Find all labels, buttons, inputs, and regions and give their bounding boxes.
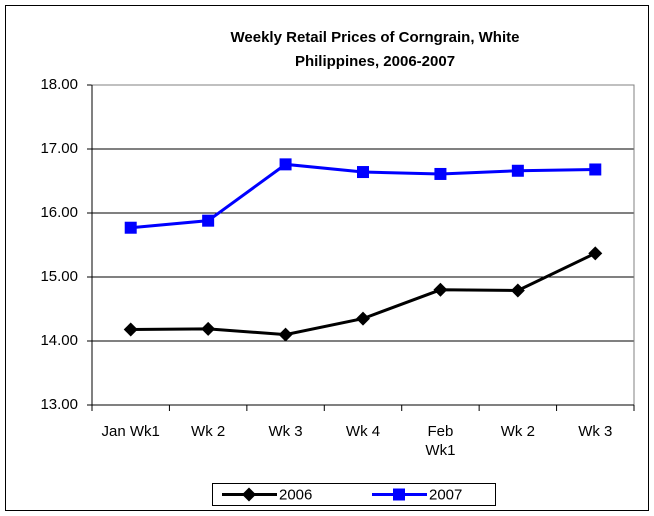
chart-subtitle: Philippines, 2006-2007	[295, 53, 455, 70]
chart-title: Weekly Retail Prices of Corngrain, White	[231, 29, 520, 46]
chart-border	[5, 5, 649, 511]
marker	[589, 163, 602, 176]
y-tick-label: 17.00	[40, 140, 78, 157]
x-tick-label: Wk 4	[346, 423, 380, 440]
marker	[123, 322, 138, 337]
marker	[278, 327, 293, 342]
y-tick-label: 15.00	[40, 268, 78, 285]
x-tick-label: Jan Wk1	[102, 423, 160, 440]
marker	[588, 246, 603, 261]
y-tick-label: 14.00	[40, 332, 78, 349]
marker	[510, 283, 525, 298]
legend-label: 2007	[429, 486, 462, 503]
marker	[433, 282, 448, 297]
legend-marker	[393, 488, 405, 501]
y-tick-label: 16.00	[40, 204, 78, 221]
marker	[357, 166, 369, 179]
marker	[511, 164, 524, 177]
marker	[434, 167, 447, 180]
x-tick-label: Feb Wk1	[425, 423, 455, 459]
x-tick-label: Wk 2	[191, 423, 225, 440]
y-tick-label: 13.00	[40, 396, 78, 413]
marker	[202, 214, 215, 227]
marker	[279, 158, 292, 171]
marker	[201, 321, 216, 336]
legend-label: 2006	[279, 486, 312, 503]
y-tick-label: 18.00	[40, 76, 78, 93]
legend-box	[212, 483, 496, 506]
legend-marker	[242, 487, 256, 502]
x-tick-label: Wk 3	[578, 423, 612, 440]
marker	[124, 221, 137, 234]
x-tick-label: Wk 3	[268, 423, 302, 440]
x-tick-label: Wk 2	[501, 423, 535, 440]
marker	[356, 311, 370, 326]
